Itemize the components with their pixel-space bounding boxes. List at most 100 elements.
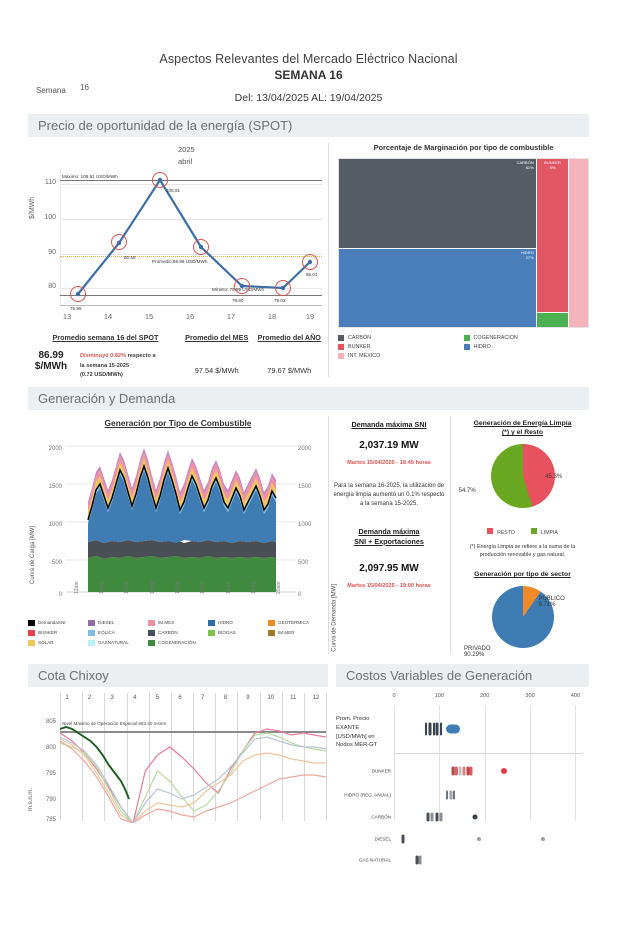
gen-legend-item: BIOGAS [208,629,268,636]
gen-xtick: 20abr [276,580,283,594]
cota-ytick: 805 [45,719,56,726]
costos-lead-label: Prom. Precio EXANTE [USD/MWh] en Nodos M… [336,716,378,749]
clean-pie-title: Generación de Energía Limpia (*) y el Res… [473,419,572,437]
spot-xtick: 15 [144,312,154,321]
spot-week-value: 86.99 [38,350,64,361]
clean-pie-chart: 45.3% 54.7% [456,442,589,526]
clean-pie-label-resto: 45.3% [545,474,563,481]
legend-swatch-immer [268,629,275,636]
column-divider [328,415,329,655]
treemap-chart: CARBÓN 61% HIDRO 27% BUNKER 9% [338,158,589,328]
costos-xtick: 400 [570,693,581,700]
page-title: Aspectos Relevantes del Mercado Eléctric… [159,52,458,66]
legend-swatch-demandasni [28,619,35,626]
spot-stats: Promedio semana 16 del SPOT 86.99 $/MWh … [28,333,328,381]
legend-label: COGENERACIÓN [158,640,196,645]
legend-label: SOLAR [38,640,54,645]
spot-avg-line [60,256,322,258]
cota-ytick: 800 [45,745,56,752]
spot-year-stat: Promedio del AÑO 79.67 $/MWh [251,333,328,381]
spot-highlight [301,254,318,271]
treemap-cell-carbon[interactable]: CARBÓN 61% [339,159,536,249]
cota-plot-area: 805 800 795 790 785 1 2 3 4 5 6 7 8 9 10 [46,693,327,824]
spot-highlight [70,286,87,303]
cota-ytick: 785 [45,817,56,824]
spot-min-line [60,294,322,296]
gen-legend-item: IM.MER [268,629,328,636]
spot-month-value: 97.54 $/MWh [194,366,239,375]
legend-label: HIDRO [218,620,233,625]
spot-point-label: 108.91 [166,188,181,194]
sector-pie-slices[interactable] [491,586,554,649]
date-range: Del: 13/04/2025 AL: 19/04/2025 [234,92,383,104]
legend-swatch-cogeneracion [463,335,470,341]
sector-pie-chart: PÚBLICO 9.71% PRIVADO 90.29% [456,584,589,658]
spot-xtick: 13 [62,312,72,321]
treemap-title: Porcentaje de Marginación por tipo de co… [373,143,554,152]
treemap-cell-hidro[interactable]: HIDRO 27% [339,249,536,327]
treemap-cell-bunker[interactable]: BUNKER 9% [536,159,569,312]
treemap-legend-item: BUNKER [338,344,464,350]
spot-year-value: 79.67 $/MWh [267,366,312,375]
cota-month: 8 [223,695,227,702]
legend-label: DIESEL [98,620,115,625]
treemap-legend-item: HIDRO [463,344,590,350]
gen-legend-item: CARBÓN [148,629,208,636]
costos-xtick: 0 [392,693,396,700]
legend-swatch-carbon [338,335,344,341]
spot-delta-abs: (0.72 USD/MWh) [80,372,123,378]
costos-row-label: HIDRO (REG. ANUAL) [344,792,391,798]
legend-label: BUNKER [38,630,58,635]
cota-month: 11 [290,695,297,702]
gen-legend-item: GEOTÉRMICA [268,619,328,626]
costos-xtick: 300 [525,693,535,700]
treemap-legend: CARBÓN COGENERACIÓN BUNKER HIDRO INT. MÉ… [338,335,589,362]
clean-legend-resto: RESTO [487,528,515,536]
gen-legend-item: DemandaSNI [28,619,88,626]
spot-avg-annotation: Promedio:86.99 USD/MWh [152,258,208,264]
spot-month-label: abril [178,157,193,166]
gen-legend-item: EÓLICA [88,629,148,636]
cota-month: 1 [65,695,69,702]
pies-column: Generación de Energía Limpia (*) y el Res… [450,410,589,659]
treemap-column: Porcentaje de Marginación por tipo de co… [328,137,589,381]
gen-legend-item: HIDRO [208,619,268,626]
costos-row-label: BUNKER [371,768,391,774]
spot-delta-text: respecto a [127,353,156,359]
spot-delta-week: la semana 15-2025 [80,362,130,369]
gen-ytick: 2000 [48,445,62,452]
spot-ytick: 80 [48,283,56,291]
demand-sni-timestamp: Martes 15/04/2025 - 18:45 horas [347,459,431,466]
treemap-cell-cogeneracion[interactable] [536,312,569,327]
clean-legend-limpia: LIMPIA [530,528,558,536]
demand-sni-heading: Demanda máxima SNI [351,419,427,429]
legend-swatch-carbon [148,629,155,636]
legend-swatch-geotermica [268,619,275,626]
cota-month: 6 [178,695,182,702]
cota-month: 3 [110,695,114,702]
gen-legend-item: BUNKER [28,629,88,636]
treemap-cell-int-mexico[interactable] [568,159,588,327]
sector-pie-label-privado: PRIVADO 90.29% [463,645,491,658]
gen-ytick-right: 2000 [298,445,312,452]
gen-xtick: 19abr [250,580,257,594]
gen-ytick: 1500 [48,483,62,490]
cota-chart: m.s.n.m. 805 800 795 790 785 1 2 3 4 5 6… [28,693,328,824]
generation-y-left-title: Curva de Carga [MW] [30,525,36,584]
legend-label: GASNATURAL [98,640,129,645]
generation-chart-title: Generación por Tipo de Combustible [104,417,252,428]
clean-pie-slices[interactable] [490,444,555,509]
gen-ytick: 0 [58,591,62,598]
gen-ytick: 500 [51,559,62,566]
legend-swatch-diesel [88,619,95,626]
demand-exports-timestamp: Martes 15/04/2025 - 19:00 horas [347,582,431,589]
spot-point-label: 90.59 [124,254,136,260]
spot-max-annotation: Máximo: 108.91 USD/MWh [62,173,118,179]
sector-pie-label-publico: PÚBLICO 9.71% [538,596,565,609]
spot-ytick: 100 [44,213,56,221]
legend-swatch-immex [148,619,155,626]
costos-marker [432,722,435,736]
cota-month: 10 [267,695,275,702]
section-header-spot: Precio de oportunidad de la energía (SPO… [28,114,589,137]
cota-month: 7 [200,695,205,702]
